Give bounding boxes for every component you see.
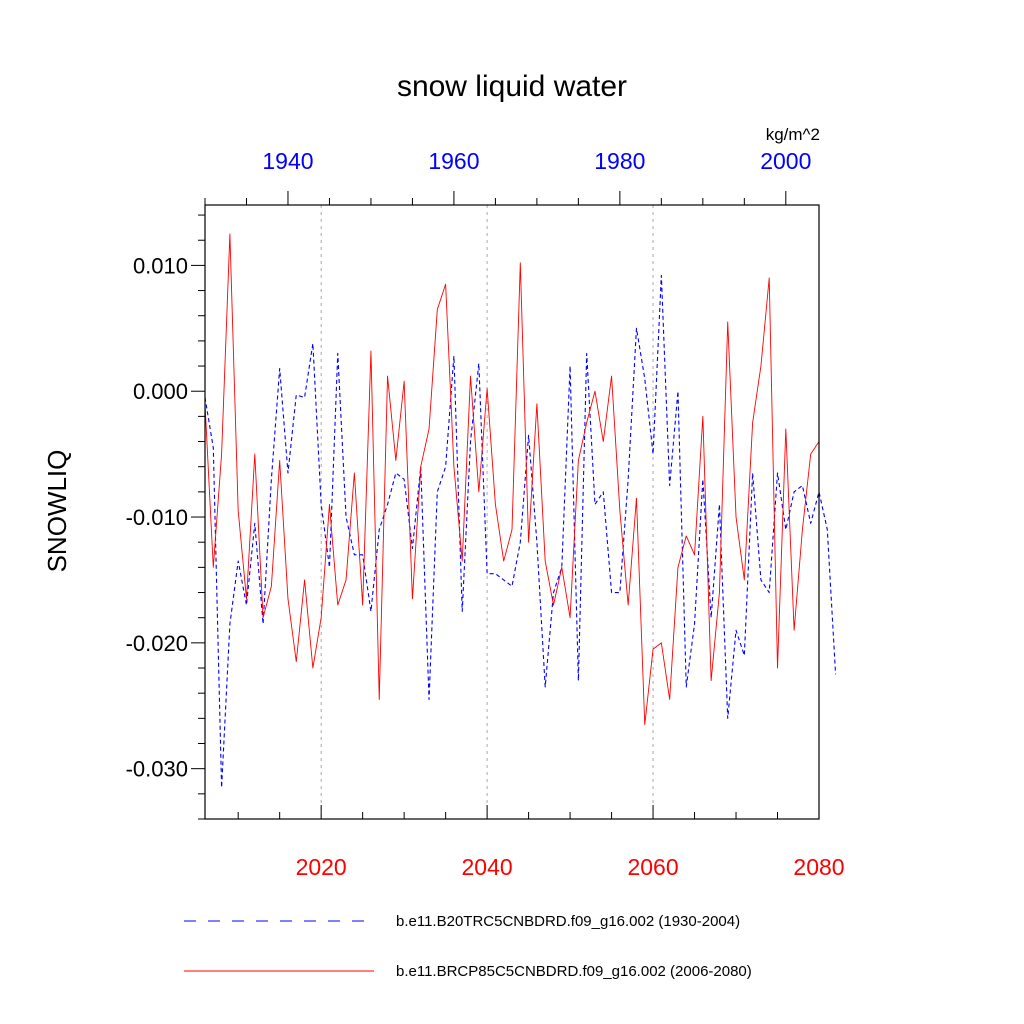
top-tick-label: 1960: [428, 148, 479, 174]
grid-lines: [320, 205, 654, 819]
chart-title: snow liquid water: [397, 70, 627, 103]
bottom-tick-label: 2020: [296, 854, 347, 880]
tick-marks: [191, 191, 820, 820]
top-tick-label: 1980: [594, 148, 645, 174]
legend: b.e11.B20TRC5CNBDRD.f09_g16.002 (1930-20…: [184, 913, 752, 980]
y-tick-label: 0.000: [133, 379, 188, 404]
y-tick-label: -0.020: [126, 631, 188, 656]
y-tick-label: -0.030: [126, 757, 188, 782]
units-label: kg/m^2: [766, 125, 820, 144]
plot-frame: [204, 204, 820, 820]
top-tick-label: 1940: [262, 148, 313, 174]
series-line-rcp85: [204, 233, 820, 726]
bottom-tick-label: 2080: [793, 854, 844, 880]
y-axis-label: SNOWLIQ: [42, 450, 72, 573]
bottom-tick-label: 2060: [627, 854, 678, 880]
y-tick-label: -0.010: [126, 505, 188, 530]
series-layer: [204, 233, 837, 789]
bottom-tick-label: 2040: [462, 854, 513, 880]
tick-labels: 0.010 0.000 -0.010 -0.020 -0.030 2020 2040 2060…: [126, 148, 845, 880]
series-line-historical: [204, 274, 837, 789]
y-tick-label: 0.010: [133, 253, 188, 278]
legend-label-historical: b.e11.B20TRC5CNBDRD.f09_g16.002 (1930-20…: [396, 913, 740, 930]
legend-label-rcp85: b.e11.BRCP85C5CNBDRD.f09_g16.002 (2006-2…: [396, 963, 752, 980]
top-tick-label: 2000: [760, 148, 811, 174]
